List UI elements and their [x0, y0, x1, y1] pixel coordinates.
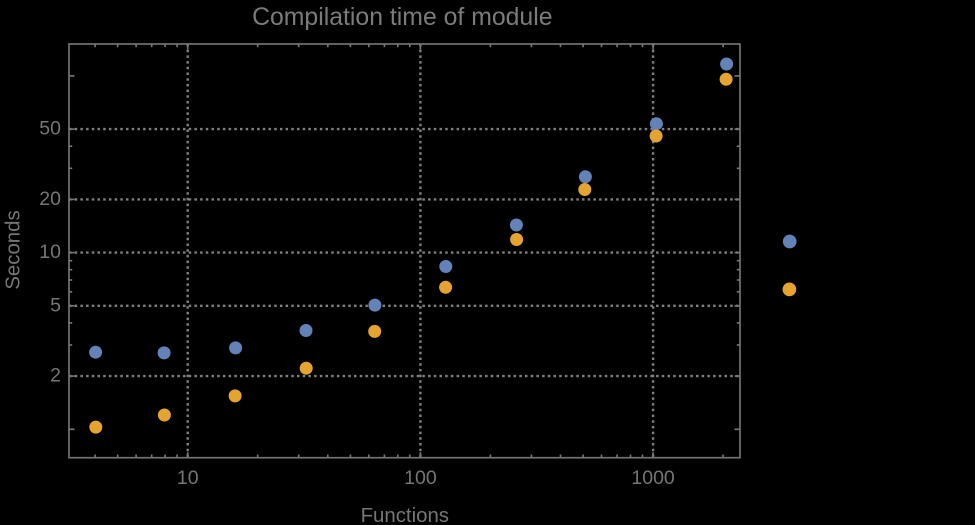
svg-text:10: 10: [177, 467, 199, 489]
svg-text:50: 50: [39, 118, 61, 140]
svg-text:Compilation time of module: Compilation time of module: [252, 4, 552, 31]
svg-text:10: 10: [39, 241, 61, 263]
svg-text:Functions: Functions: [361, 505, 449, 525]
svg-text:2: 2: [50, 365, 61, 387]
svg-text:20: 20: [39, 188, 61, 210]
svg-text:100: 100: [404, 467, 437, 489]
svg-text:5: 5: [50, 294, 61, 316]
svg-text:Seconds: Seconds: [2, 210, 24, 289]
svg-text:1000: 1000: [631, 467, 675, 489]
